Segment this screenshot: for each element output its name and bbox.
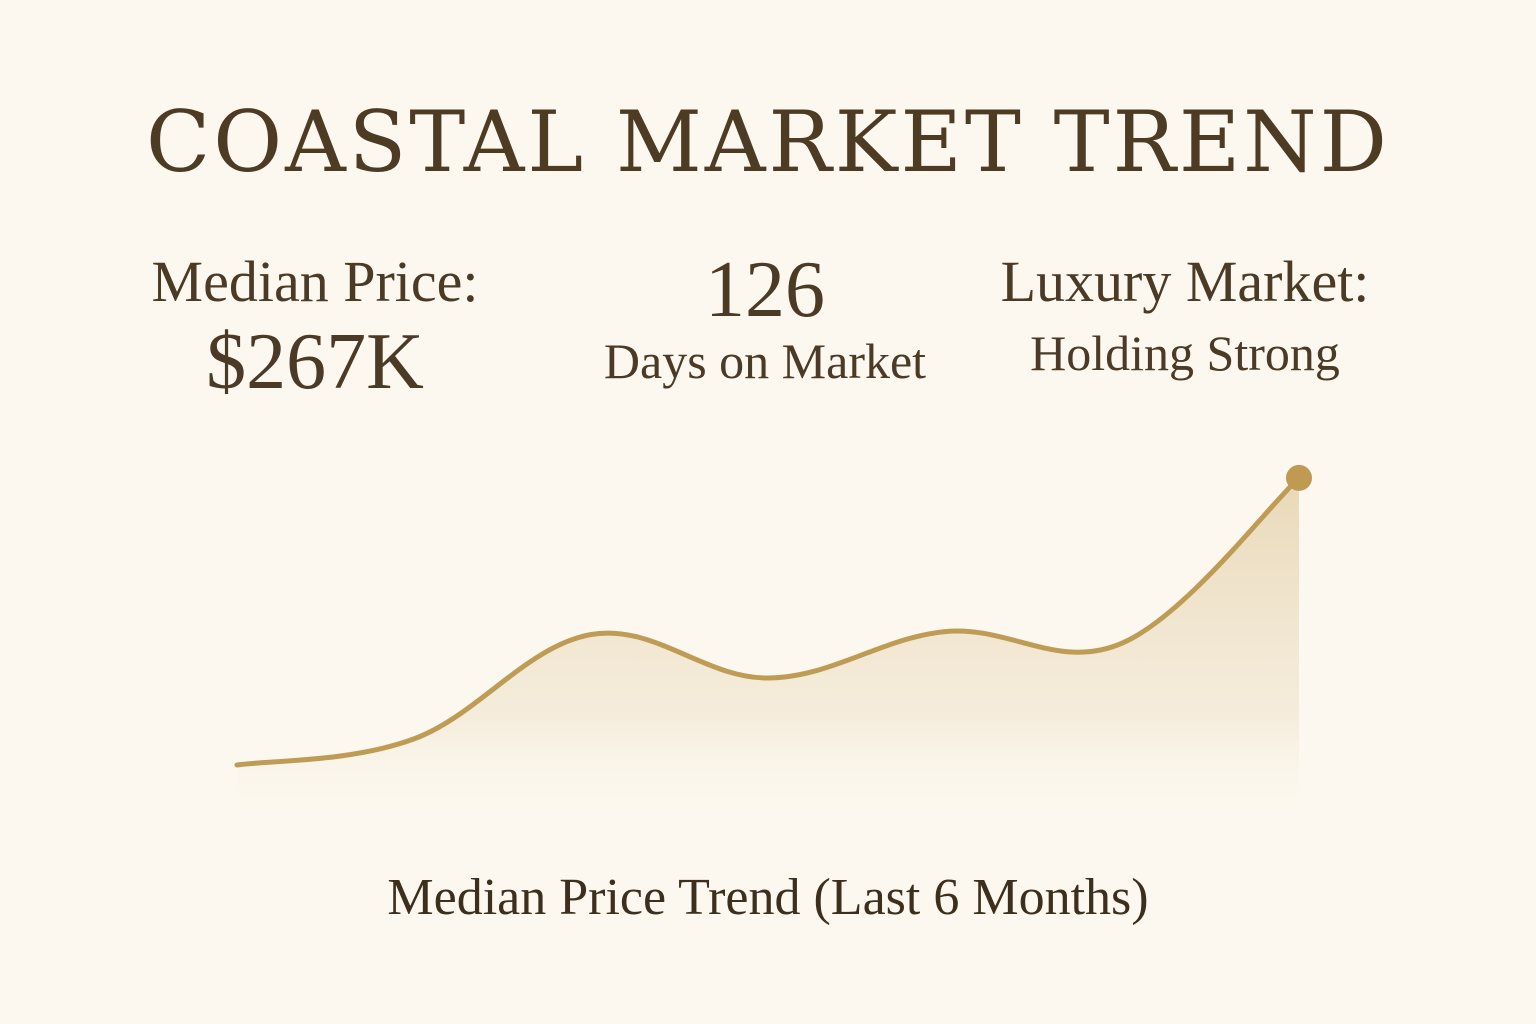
days-on-market-value: 126 [705, 246, 825, 334]
median-price-label: Median Price: [151, 249, 479, 314]
chart-caption: Median Price Trend (Last 6 Months) [387, 869, 1149, 926]
median-price-stat: Median Price: $267K [120, 250, 510, 402]
price-trend-chart [234, 464, 1312, 820]
trend-area-fill [237, 477, 1299, 820]
luxury-market-stat: Luxury Market: Holding Strong [960, 250, 1410, 381]
page-title: COASTAL MARKET TREND [145, 93, 1391, 191]
luxury-market-value: Holding Strong [1030, 324, 1340, 381]
end-point-marker [1286, 464, 1312, 491]
days-on-market-stat: 126 Days on Market [560, 250, 970, 389]
median-price-value: $267K [206, 317, 424, 406]
luxury-market-label: Luxury Market: [1000, 249, 1370, 314]
days-on-market-label: Days on Market [603, 333, 927, 389]
trend-line [234, 475, 1302, 768]
